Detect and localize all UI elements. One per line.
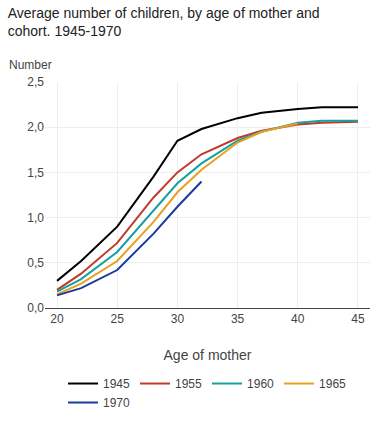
svg-text:1960: 1960 <box>247 377 274 391</box>
svg-text:35: 35 <box>231 312 245 326</box>
svg-text:1955: 1955 <box>175 377 202 391</box>
svg-text:1945: 1945 <box>103 377 130 391</box>
svg-text:45: 45 <box>351 312 365 326</box>
svg-text:1965: 1965 <box>319 377 346 391</box>
svg-text:20: 20 <box>50 312 64 326</box>
svg-text:Average number of children, by: Average number of children, by age of mo… <box>8 5 320 39</box>
svg-text:40: 40 <box>291 312 305 326</box>
svg-text:0,0: 0,0 <box>27 301 44 315</box>
svg-text:1970: 1970 <box>103 396 130 410</box>
svg-text:1,5: 1,5 <box>27 166 44 180</box>
svg-text:25: 25 <box>111 312 125 326</box>
svg-text:2,0: 2,0 <box>27 120 44 134</box>
svg-text:Age of mother: Age of mother <box>164 347 252 363</box>
svg-text:Number: Number <box>9 58 52 72</box>
svg-text:2,5: 2,5 <box>27 75 44 89</box>
svg-text:1,0: 1,0 <box>27 211 44 225</box>
svg-text:0,5: 0,5 <box>27 256 44 270</box>
svg-text:30: 30 <box>171 312 185 326</box>
